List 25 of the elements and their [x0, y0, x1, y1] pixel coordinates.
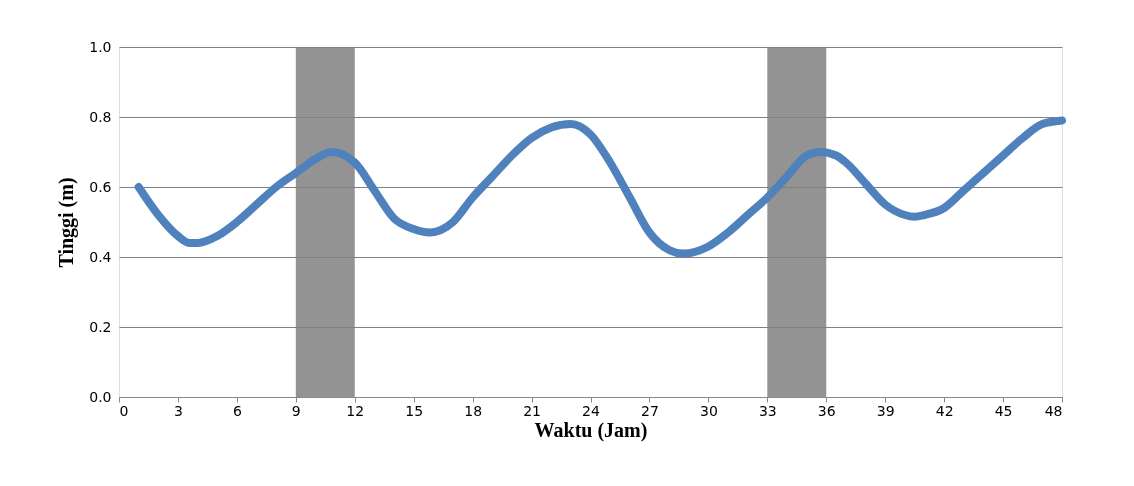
x-tick-label: 33: [758, 402, 777, 419]
x-tick-label: 18: [464, 402, 483, 419]
x-tick-label: 48: [1044, 402, 1063, 419]
y-tick-label: 1.0: [89, 38, 112, 55]
x-tick-label: 45: [994, 402, 1013, 419]
y-tick-label: 0.0: [89, 388, 112, 405]
x-tick-label: 24: [582, 402, 600, 419]
y-tick-label: 0.4: [89, 248, 112, 265]
x-tick-label: 6: [232, 402, 242, 419]
y-axis-title: Tinggi (m): [55, 177, 79, 268]
x-tick-label: 36: [817, 402, 836, 419]
y-tick-label: 0.8: [89, 108, 112, 125]
x-axis-title: Waktu (Jam): [534, 418, 648, 442]
x-tick-label: 21: [523, 402, 541, 419]
x-tick-label: 12: [346, 402, 365, 419]
x-tick-label: 0: [119, 402, 129, 419]
x-tick-label: 39: [876, 402, 895, 419]
x-tick-label: 27: [641, 402, 659, 419]
y-tick-label: 0.2: [89, 318, 112, 335]
x-tick-label: 42: [935, 402, 954, 419]
x-tick-label: 30: [699, 402, 718, 419]
x-tick-label: 9: [291, 402, 301, 419]
x-tick-label: 15: [405, 402, 424, 419]
y-tick-label: 0.6: [89, 178, 112, 195]
x-tick-label: 3: [173, 402, 183, 419]
